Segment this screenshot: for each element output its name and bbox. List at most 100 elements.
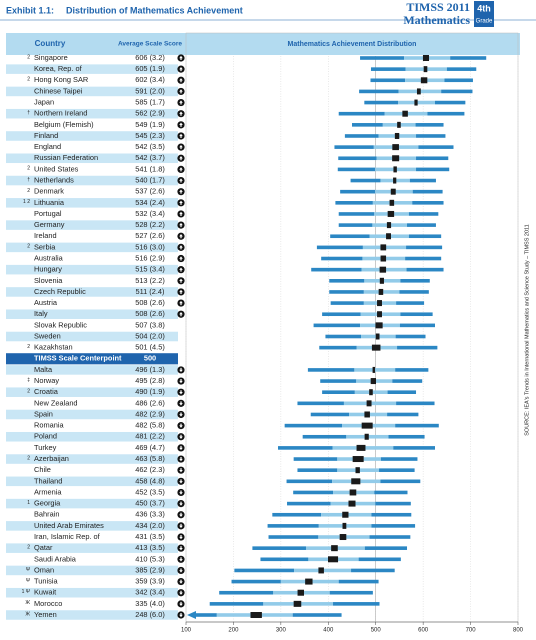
country-name: Chile [34, 465, 51, 474]
score-label: 359 (3.9) [135, 577, 165, 586]
country-name: Korea, Rep. of [34, 64, 83, 73]
country-name: Slovenia [34, 276, 63, 285]
score-label: 606 (3.2) [135, 53, 165, 62]
lower-tail [284, 423, 343, 428]
icon-arrow [179, 122, 183, 127]
significance-icon [177, 176, 185, 185]
x-tick-label: 100 [181, 628, 192, 634]
lower-tail [338, 223, 373, 227]
significance-icon [177, 577, 185, 586]
upper-tail [333, 602, 380, 606]
row-stripe [6, 198, 178, 208]
upper-tail [393, 446, 435, 450]
upper-tail [374, 490, 408, 495]
distribution-header: Mathematics Achievement Distribution [288, 41, 417, 48]
lower-tail [297, 401, 344, 406]
score-label: 481 (2.2) [135, 432, 165, 441]
significance-icon [177, 488, 185, 497]
score-label: 490 (1.9) [135, 387, 165, 396]
score-label: 504 (2.0) [135, 331, 165, 340]
score-label: 515 (3.4) [135, 265, 165, 274]
icon-arrow [179, 613, 183, 618]
lower-tail [219, 590, 274, 595]
country-name: Tunisia [34, 577, 58, 586]
icon-arrow [179, 100, 183, 105]
icon-arrow [179, 434, 183, 439]
significance-icon [177, 243, 185, 251]
score-label: 431 (3.5) [135, 532, 165, 541]
significance-icon [177, 132, 185, 140]
mean-ci [351, 478, 361, 485]
row-stripe [6, 108, 178, 119]
significance-icon [177, 544, 185, 552]
significance-icon [177, 232, 185, 240]
icon-arrow [179, 490, 183, 495]
icon-arrow [179, 601, 183, 607]
icon-arrow [179, 78, 183, 83]
x-tick-label: 700 [466, 628, 477, 634]
upper-tail [406, 245, 443, 250]
upper-tail [400, 312, 433, 317]
icon-arrow [179, 546, 183, 551]
country-name: Spain [34, 409, 53, 418]
score-label: 413 (3.5) [135, 543, 165, 552]
lower-tail [293, 457, 338, 461]
significance-icon [177, 54, 185, 62]
lower-tail [234, 568, 295, 573]
icon-arrow [179, 245, 183, 250]
country-note: 2 [27, 344, 30, 350]
significance-icon [177, 188, 185, 196]
x-tick-label: 400 [323, 628, 334, 634]
lower-tail [310, 412, 350, 417]
lower-tail [322, 312, 361, 317]
row-stripe [6, 387, 178, 397]
x-tick-label: 600 [418, 628, 429, 634]
upper-tail [396, 301, 425, 305]
upper-tail [399, 290, 429, 294]
significance-icon [177, 533, 185, 541]
logo-subject: Mathematics [403, 13, 470, 27]
significance-icon [177, 310, 185, 318]
logo-grade-word: Grade [476, 19, 493, 25]
upper-tail [329, 590, 373, 595]
score-label: 436 (3.3) [135, 510, 165, 519]
icon-arrow [179, 211, 183, 216]
upper-tail [292, 613, 342, 617]
row-stripe [6, 454, 178, 464]
lower-tail [278, 446, 333, 450]
mean-ci [250, 612, 262, 618]
score-label: 248 (6.0) [135, 610, 165, 619]
mean-ci [394, 132, 400, 139]
country-name: Croatia [34, 387, 59, 396]
significance-icon [177, 366, 185, 374]
score-label: 462 (2.3) [135, 465, 165, 474]
mean-ci [380, 244, 387, 251]
lower-tail [302, 434, 347, 439]
mean-ci [377, 311, 382, 318]
row-stripe [6, 131, 178, 141]
upper-tail [416, 134, 446, 138]
icon-arrow [179, 557, 183, 562]
upper-tail [409, 178, 436, 183]
upper-tail [380, 457, 418, 461]
lower-tail [335, 201, 373, 205]
significance-icon [177, 165, 185, 173]
logo-name: TIMSS 2011 [406, 0, 470, 14]
upper-tail [396, 401, 435, 406]
score-label: 501 (4.5) [135, 343, 165, 352]
lower-tail [370, 67, 406, 71]
icon-arrow [179, 200, 183, 205]
lower-tail [360, 56, 405, 60]
country-name: Belgium (Flemish) [34, 120, 94, 129]
significance-icon [177, 611, 185, 619]
significance-icon [177, 566, 185, 575]
icon-arrow [179, 222, 183, 228]
mean-ci [364, 433, 369, 440]
lower-tail [286, 479, 333, 484]
country-note: Ж [25, 600, 30, 606]
icon-arrow [179, 111, 183, 116]
mean-ci [402, 110, 408, 117]
country-note: 2 [27, 389, 30, 395]
icon-arrow [179, 367, 183, 373]
country-note: 2 [27, 54, 30, 60]
